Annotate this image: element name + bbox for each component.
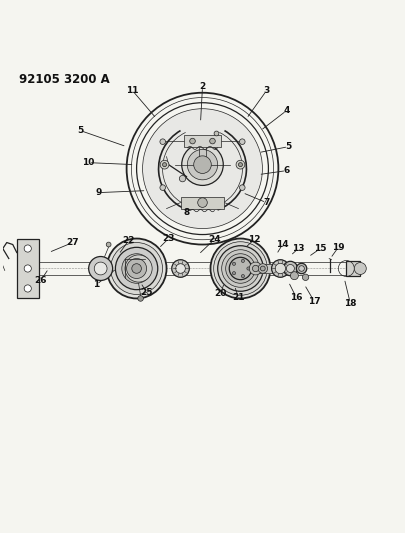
Text: 3: 3 — [263, 86, 270, 95]
Circle shape — [94, 262, 107, 275]
Circle shape — [239, 139, 245, 144]
Circle shape — [299, 266, 305, 271]
Circle shape — [272, 260, 289, 277]
Text: 5: 5 — [285, 142, 292, 151]
Text: 10: 10 — [83, 158, 95, 167]
Circle shape — [143, 109, 262, 229]
Text: 6: 6 — [283, 166, 290, 175]
Circle shape — [210, 138, 215, 144]
Circle shape — [176, 264, 185, 273]
Text: 26: 26 — [34, 276, 47, 285]
Bar — [17, 239, 39, 298]
Circle shape — [252, 265, 259, 272]
Text: 21: 21 — [232, 293, 245, 302]
Circle shape — [198, 198, 207, 207]
Circle shape — [226, 254, 255, 283]
Text: 18: 18 — [344, 299, 356, 308]
Circle shape — [188, 149, 217, 180]
Text: 14: 14 — [276, 240, 289, 249]
Circle shape — [24, 265, 31, 272]
Bar — [183, 135, 222, 147]
Circle shape — [106, 242, 111, 247]
Circle shape — [107, 239, 166, 298]
Text: 11: 11 — [126, 86, 139, 95]
Circle shape — [160, 185, 166, 190]
Circle shape — [354, 263, 366, 274]
Text: 4: 4 — [283, 106, 290, 115]
Circle shape — [303, 274, 309, 280]
Text: 15: 15 — [314, 244, 326, 253]
Text: 24: 24 — [208, 235, 221, 244]
Circle shape — [283, 261, 298, 276]
Text: 5: 5 — [77, 126, 84, 135]
Circle shape — [249, 262, 262, 275]
Text: 1: 1 — [94, 280, 100, 289]
Circle shape — [239, 163, 243, 167]
Circle shape — [275, 263, 286, 273]
Circle shape — [138, 296, 143, 301]
Text: 92105 3200 A: 92105 3200 A — [19, 73, 109, 86]
Text: 22: 22 — [122, 236, 135, 245]
Circle shape — [127, 259, 147, 278]
Circle shape — [89, 256, 113, 280]
Circle shape — [260, 266, 265, 271]
Text: 27: 27 — [66, 238, 79, 247]
Circle shape — [24, 285, 31, 292]
Text: 25: 25 — [140, 288, 153, 297]
Circle shape — [258, 264, 268, 273]
Text: 8: 8 — [183, 208, 190, 217]
Circle shape — [190, 138, 195, 144]
Circle shape — [122, 254, 151, 283]
Circle shape — [236, 160, 245, 169]
Circle shape — [111, 243, 162, 294]
Circle shape — [214, 242, 267, 295]
Text: 17: 17 — [308, 297, 321, 306]
Circle shape — [162, 163, 166, 167]
Circle shape — [222, 250, 259, 287]
Text: 12: 12 — [248, 235, 261, 244]
Text: 9: 9 — [96, 188, 102, 197]
Text: 19: 19 — [332, 243, 345, 252]
Circle shape — [290, 272, 298, 280]
Circle shape — [211, 239, 271, 298]
Bar — [181, 197, 224, 208]
Circle shape — [172, 260, 189, 277]
Circle shape — [241, 259, 245, 262]
Circle shape — [160, 139, 166, 144]
Circle shape — [232, 272, 236, 275]
Circle shape — [194, 156, 211, 173]
Text: 2: 2 — [199, 82, 206, 91]
Circle shape — [160, 160, 169, 169]
Circle shape — [132, 264, 141, 273]
Circle shape — [214, 131, 219, 136]
Text: 16: 16 — [290, 293, 303, 302]
Circle shape — [217, 246, 263, 291]
Circle shape — [239, 185, 245, 190]
Circle shape — [24, 245, 31, 252]
Circle shape — [296, 263, 307, 273]
Circle shape — [241, 274, 245, 278]
Text: 7: 7 — [263, 198, 270, 207]
Circle shape — [115, 247, 158, 289]
Circle shape — [232, 262, 236, 265]
Circle shape — [247, 267, 250, 270]
Circle shape — [182, 144, 223, 185]
Bar — [346, 261, 360, 277]
Circle shape — [125, 255, 152, 282]
Text: 13: 13 — [292, 244, 305, 253]
Text: 20: 20 — [214, 289, 227, 298]
Text: 23: 23 — [162, 234, 175, 243]
Circle shape — [229, 257, 252, 280]
Circle shape — [179, 175, 186, 182]
Circle shape — [286, 264, 294, 272]
